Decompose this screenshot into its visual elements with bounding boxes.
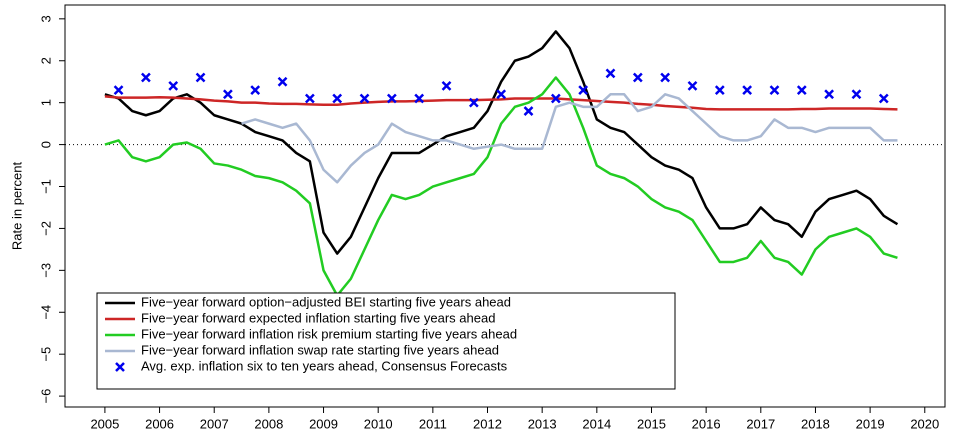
cross-marker	[113, 85, 124, 95]
cross-marker	[578, 85, 589, 95]
y-tick-label: 1	[38, 99, 53, 106]
x-tick-label: 2005	[90, 416, 119, 431]
legend-marker	[115, 362, 125, 372]
legend-label: Five−year forward expected inflation sta…	[141, 310, 495, 325]
plot-frame	[64, 4, 946, 408]
cross-marker	[441, 81, 452, 91]
cross-marker	[277, 76, 288, 87]
cross-marker	[359, 93, 370, 104]
cross-marker	[824, 89, 835, 100]
legend-box	[96, 292, 676, 390]
cross-marker	[468, 97, 479, 108]
x-tick-label: 2007	[200, 416, 229, 431]
cross-marker	[851, 89, 862, 100]
cross-marker	[304, 93, 315, 104]
y-tick-label: −2	[38, 221, 53, 236]
legend-label: Five−year forward option−adjusted BEI st…	[141, 294, 511, 309]
line-series	[241, 93, 898, 184]
y-tick-label: −1	[38, 179, 53, 194]
cross-marker	[496, 89, 507, 100]
x-tick-label: 2016	[692, 416, 721, 431]
legend-label: Five−year forward inflation swap rate st…	[141, 342, 499, 357]
x-tick-label: 2020	[910, 416, 939, 431]
y-tick-label: −6	[38, 389, 53, 404]
y-tick-label: 2	[38, 57, 53, 64]
cross-marker	[386, 93, 397, 104]
cross-marker	[878, 93, 889, 104]
line-series	[104, 30, 899, 255]
cross-marker	[523, 106, 534, 116]
y-tick-label: −3	[38, 263, 53, 278]
x-tick-label: 2011	[419, 416, 447, 431]
y-tick-label: −4	[38, 305, 53, 320]
cross-marker	[605, 68, 616, 79]
y-tick-label: 0	[38, 141, 53, 148]
cross-marker	[687, 81, 698, 91]
x-tick-label: 2014	[582, 416, 611, 431]
cross-marker	[714, 85, 725, 95]
x-tick-label: 2009	[309, 416, 338, 431]
cross-marker	[332, 93, 343, 104]
cross-marker	[796, 85, 807, 95]
y-tick-label: −5	[38, 347, 53, 362]
cross-marker	[222, 89, 233, 100]
cross-marker	[168, 81, 179, 91]
cross-marker	[769, 85, 780, 95]
x-tick-label: 2012	[473, 416, 502, 431]
x-tick-label: 2008	[254, 416, 283, 431]
x-tick-label: 2010	[364, 416, 393, 431]
x-tick-label: 2015	[637, 416, 666, 431]
cross-marker	[195, 72, 206, 83]
cross-marker	[414, 93, 425, 104]
x-tick-label: 2013	[528, 416, 557, 431]
line-series	[104, 76, 898, 297]
y-axis-label: Rate in percent	[9, 162, 24, 251]
cross-marker	[660, 72, 671, 83]
cross-marker	[632, 72, 643, 83]
legend-label: Avg. exp. inflation six to ten years ahe…	[141, 358, 508, 373]
y-tick-label: 3	[38, 15, 53, 22]
cross-marker	[250, 85, 261, 95]
cross-marker	[141, 72, 151, 83]
x-tick-label: 2017	[746, 416, 775, 431]
x-tick-label: 2018	[801, 416, 830, 431]
legend-label: Five−year forward inflation risk premium…	[141, 326, 517, 341]
x-tick-label: 2019	[856, 416, 885, 431]
cross-marker	[550, 93, 561, 104]
x-tick-label: 2006	[145, 416, 174, 431]
line-series	[104, 95, 898, 111]
cross-marker	[742, 85, 753, 95]
